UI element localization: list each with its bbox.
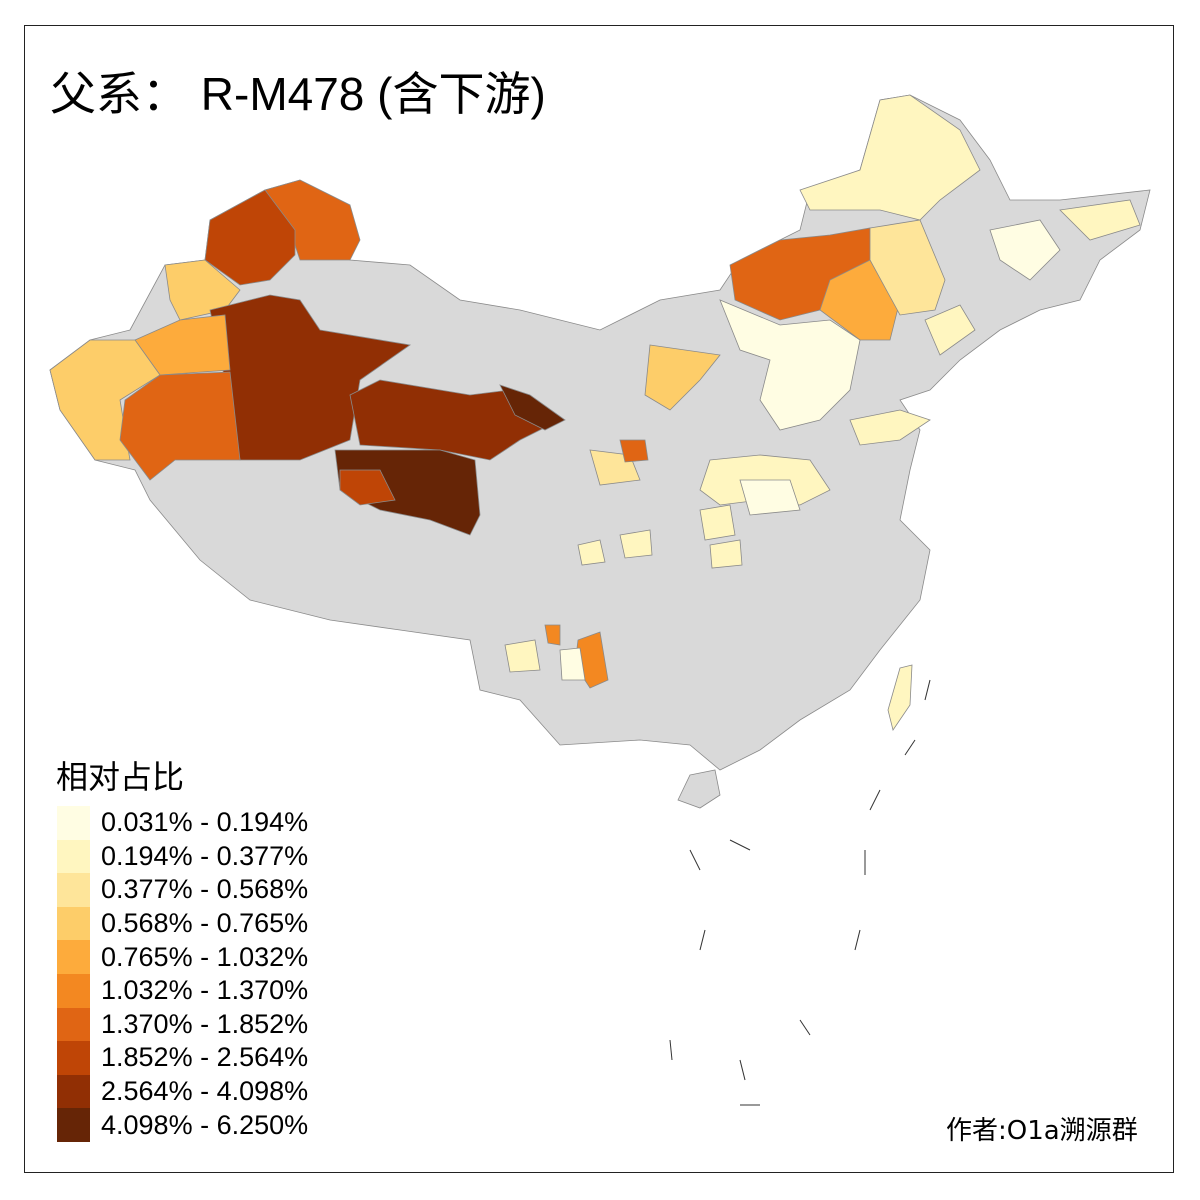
region-gansu-spot (619, 439, 649, 463)
legend-item: 0.765% - 1.032% (57, 940, 308, 974)
legend-swatch (57, 873, 90, 907)
legend-item: 0.031% - 0.194% (57, 806, 308, 840)
legend-label: 0.568% - 0.765% (101, 908, 309, 939)
region-taiwan (887, 664, 913, 731)
legend-swatch (57, 1007, 90, 1042)
region-hubei-spot (699, 504, 736, 541)
legend-label: 1.852% - 2.564% (101, 1042, 309, 1073)
legend-label: 1.370% - 1.852% (101, 1008, 309, 1039)
legend-label: 1.032% - 1.370% (101, 975, 309, 1006)
legend-swatch (57, 806, 90, 840)
region-yunnan-north (544, 624, 561, 646)
legend-swatch (57, 839, 90, 874)
legend-label: 0.377% - 0.568% (101, 874, 309, 905)
region-im-northeast (869, 219, 946, 316)
region-xj-west (49, 339, 161, 461)
region-hunan-spot (709, 539, 743, 569)
map-frame (24, 25, 1174, 1173)
title-haplogroup: R-M478 (含下游) (200, 68, 546, 120)
legend-swatch (57, 906, 90, 941)
region-sichuan-spot (619, 529, 653, 559)
legend-item: 1.370% - 1.852% (57, 1007, 309, 1042)
legend-label: 0.765% - 1.032% (101, 941, 309, 972)
legend-item: 0.194% - 0.377% (57, 839, 309, 874)
south-china-sea-islands (669, 679, 931, 1106)
region-xj-altay-west (204, 189, 296, 286)
region-shandong (849, 409, 931, 446)
legend-swatch (57, 940, 90, 974)
legend-title: 相对占比 (56, 758, 185, 796)
region-yunnan-mid (559, 647, 586, 681)
legend-item: 4.098% - 6.250% (57, 1108, 308, 1142)
map-title: 父系： R-M478 (含下游) (50, 58, 546, 124)
legend-swatch (57, 1108, 90, 1142)
region-yunnan-west (504, 639, 541, 673)
legend-item: 1.032% - 1.370% (57, 973, 309, 1008)
legend-item: 2.564% - 4.098% (57, 1074, 309, 1109)
region-qinghai-sub (339, 469, 396, 506)
region-henan-south (739, 479, 801, 516)
legend-item: 0.377% - 0.568% (57, 873, 308, 907)
region-xj-southwest (119, 371, 241, 481)
region-shanxi-hebei (719, 299, 861, 431)
legend-item: 0.568% - 0.765% (57, 906, 309, 941)
region-gansu-east (499, 384, 566, 431)
region-heilongjiang-east (1059, 199, 1141, 241)
legend-label: 0.031% - 0.194% (101, 807, 309, 838)
region-sichuan-spot2 (577, 539, 606, 566)
legend-item: 1.852% - 2.564% (57, 1041, 308, 1075)
region-ningxia (644, 344, 721, 411)
author-credit: 作者:O1a溯源群 (946, 1116, 1138, 1146)
region-jilin (989, 219, 1061, 281)
legend-swatch (57, 1074, 90, 1109)
legend-label: 4.098% - 6.250% (101, 1109, 309, 1140)
legend-label: 0.194% - 0.377% (101, 840, 309, 871)
legend-label: 2.564% - 4.098% (101, 1076, 309, 1107)
legend-swatch (57, 1041, 90, 1075)
legend: 0.031% - 0.194% 0.194% - 0.377% 0.377% - 0… (57, 806, 308, 1142)
region-heilongjiang-north (799, 94, 981, 221)
region-liaoning (924, 304, 976, 356)
legend-swatch (57, 973, 90, 1008)
title-prefix: 父系： (50, 67, 188, 121)
region-hainan (677, 769, 721, 809)
